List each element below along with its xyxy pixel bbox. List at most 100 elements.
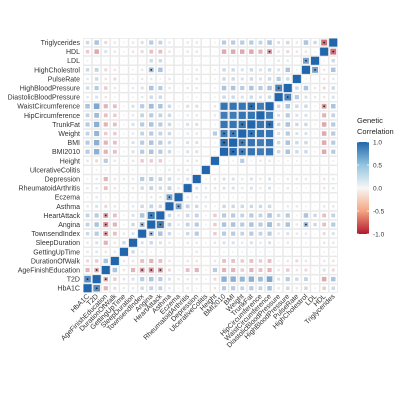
heatmap-cell bbox=[241, 251, 244, 253]
heatmap-cell bbox=[258, 40, 263, 45]
heatmap-cell-frame bbox=[183, 74, 193, 84]
heatmap-cell bbox=[93, 103, 100, 110]
heatmap-cell bbox=[238, 102, 246, 110]
heatmap-cell-frame bbox=[165, 192, 174, 202]
heatmap-cell-frame bbox=[301, 156, 311, 166]
heatmap-cell bbox=[220, 102, 228, 110]
heatmap-cell-frame bbox=[137, 192, 147, 202]
heatmap-cell bbox=[113, 286, 117, 290]
heatmap-cell-frame bbox=[192, 265, 202, 275]
heatmap-cell bbox=[195, 122, 199, 126]
heatmap-cell bbox=[331, 86, 335, 90]
heatmap-cell bbox=[331, 149, 336, 154]
heatmap-cell bbox=[286, 259, 289, 263]
heatmap-cell-frame bbox=[101, 229, 111, 239]
heatmap-cell bbox=[214, 96, 216, 98]
heatmap-cell bbox=[277, 268, 280, 272]
heatmap-cell-frame bbox=[265, 129, 274, 138]
heatmap-cell bbox=[113, 241, 117, 244]
heatmap-cell bbox=[212, 267, 218, 273]
heatmap-cell-frame bbox=[83, 120, 92, 129]
heatmap-cell-frame bbox=[319, 101, 329, 111]
heatmap-cell bbox=[113, 177, 117, 181]
heatmap-cell bbox=[277, 68, 281, 72]
heatmap-cell-frame bbox=[201, 83, 211, 93]
heatmap-cell-frame bbox=[165, 47, 174, 57]
heatmap-cell-frame bbox=[192, 47, 202, 57]
heatmap-cell bbox=[140, 241, 144, 245]
heatmap-cell bbox=[95, 196, 98, 199]
heatmap-cell-frame bbox=[101, 183, 111, 193]
heatmap-cell-frame bbox=[328, 38, 338, 47]
y-tick-label: UlcerativeColitis bbox=[30, 167, 81, 174]
heatmap-cell-frame bbox=[274, 274, 284, 284]
heatmap-cell-frame bbox=[137, 65, 147, 75]
heatmap-cell bbox=[295, 287, 299, 290]
heatmap-cell-frame bbox=[201, 110, 211, 120]
heatmap-cell-frame bbox=[192, 138, 202, 148]
heatmap-cell bbox=[285, 104, 290, 109]
heatmap-cell-frame bbox=[246, 156, 256, 166]
heatmap-cell bbox=[267, 222, 272, 227]
heatmap-cell bbox=[230, 276, 236, 282]
heatmap-cell-frame bbox=[237, 83, 247, 93]
heatmap-cell-frame bbox=[210, 83, 220, 93]
heatmap-cell-frame bbox=[228, 56, 238, 66]
heatmap-cell-frame bbox=[274, 229, 284, 239]
heatmap-cell bbox=[232, 196, 234, 199]
heatmap-cell-frame bbox=[201, 256, 211, 266]
heatmap-cell bbox=[241, 241, 244, 244]
legend: Genetic Correlation 1.00.50.0-0.5-1.0 bbox=[357, 116, 394, 238]
heatmap-cell bbox=[94, 259, 99, 263]
heatmap-cell-frame bbox=[110, 120, 120, 129]
heatmap-cell-frame bbox=[310, 238, 320, 248]
heatmap-cell bbox=[256, 148, 264, 156]
heatmap-cell bbox=[240, 259, 244, 263]
heatmap-cell bbox=[285, 140, 290, 145]
heatmap-cell bbox=[313, 213, 317, 218]
heatmap-cell bbox=[322, 205, 326, 208]
heatmap-cell bbox=[268, 186, 272, 190]
heatmap-cell-frame bbox=[228, 265, 238, 275]
heatmap-cell-frame bbox=[319, 274, 329, 284]
heatmap-cell-frame bbox=[83, 38, 92, 47]
heatmap-cell bbox=[258, 259, 263, 263]
heatmap-cell bbox=[247, 139, 255, 147]
heatmap-cell bbox=[132, 69, 134, 71]
heatmap-cell-frame bbox=[219, 92, 229, 102]
y-tick-label: Asthma bbox=[56, 204, 80, 211]
significance-dot bbox=[277, 87, 280, 89]
heatmap-cell-frame bbox=[219, 220, 229, 229]
heatmap-cell bbox=[131, 114, 135, 117]
heatmap-cell bbox=[331, 213, 336, 218]
heatmap-cell-frame bbox=[101, 120, 111, 129]
heatmap-cell-frame bbox=[146, 147, 156, 157]
heatmap-cell bbox=[177, 87, 180, 89]
heatmap-cell bbox=[277, 113, 281, 117]
heatmap-cell-frame bbox=[92, 174, 102, 184]
heatmap-cell-frame bbox=[155, 101, 165, 111]
heatmap-cell-frame bbox=[92, 147, 102, 157]
heatmap-cell bbox=[83, 284, 92, 293]
heatmap-cell-frame bbox=[265, 174, 274, 184]
heatmap-cell-frame bbox=[110, 211, 120, 220]
y-tick-label: BMI2010 bbox=[52, 149, 80, 156]
heatmap-cell bbox=[305, 169, 307, 171]
heatmap-cell-frame bbox=[146, 74, 156, 84]
heatmap-cell-frame bbox=[83, 165, 92, 175]
heatmap-cell-frame bbox=[137, 274, 147, 284]
heatmap-cell bbox=[265, 102, 274, 111]
heatmap-cell-frame bbox=[92, 211, 102, 220]
heatmap-cell-frame bbox=[219, 256, 229, 266]
heatmap-cell-frame bbox=[274, 283, 284, 293]
heatmap-cell bbox=[285, 113, 290, 118]
heatmap-cell bbox=[177, 260, 180, 262]
heatmap-cell bbox=[165, 202, 174, 211]
heatmap-cell-frame bbox=[256, 165, 265, 175]
heatmap-cell-frame bbox=[283, 65, 293, 75]
heatmap-cell bbox=[158, 286, 163, 291]
heatmap-cell-frame bbox=[165, 283, 174, 293]
heatmap-cell-frame bbox=[237, 110, 247, 120]
heatmap-cell bbox=[158, 149, 163, 154]
significance-dot bbox=[95, 269, 98, 271]
